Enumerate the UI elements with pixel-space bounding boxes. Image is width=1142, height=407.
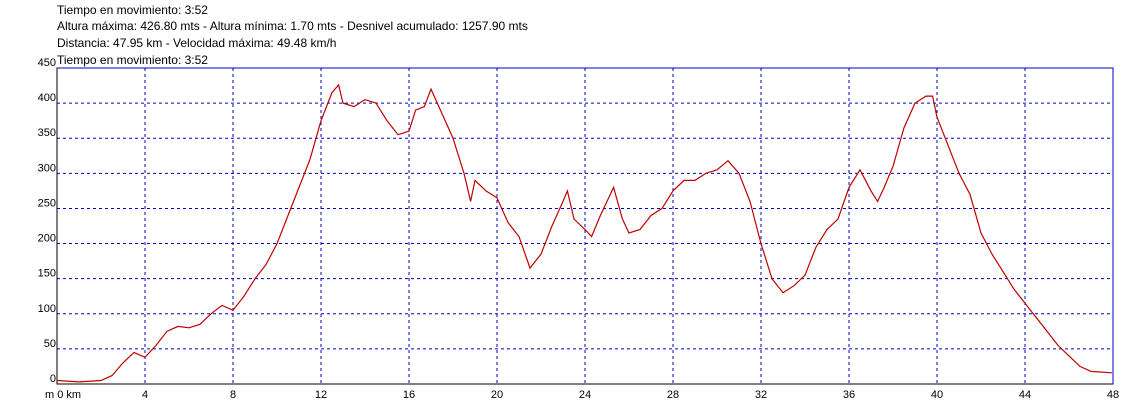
info-line: Tiempo en movimiento: 3:52	[57, 53, 208, 67]
y-tick-label: 150	[38, 268, 56, 280]
x-tick-label: 4	[142, 389, 148, 401]
y-tick-label: 50	[44, 338, 56, 350]
y-tick-label: 300	[38, 162, 56, 174]
y-tick-label: 250	[38, 197, 56, 209]
y-tick-label: 350	[38, 127, 56, 139]
x-tick-label: 24	[579, 389, 591, 401]
x-tick-label: 12	[315, 389, 327, 401]
y-tick-label: 0	[50, 373, 56, 385]
x-tick-label: 44	[1019, 389, 1031, 401]
y-tick-label: 100	[38, 303, 56, 315]
x-tick-label: m 0 km	[45, 389, 81, 401]
x-tick-label: 8	[230, 389, 236, 401]
x-tick-label: 16	[403, 389, 415, 401]
x-tick-label: 48	[1107, 389, 1119, 401]
info-line: Altura máxima: 426.80 mts - Altura mínim…	[57, 19, 528, 33]
x-tick-label: 32	[755, 389, 767, 401]
elevation-line	[56, 83, 1112, 383]
info-line: Distancia: 47.95 km - Velocidad máxima: …	[57, 36, 336, 50]
y-tick-label: 450	[38, 57, 56, 69]
x-tick-label: 36	[843, 389, 855, 401]
x-tick-label: 20	[491, 389, 503, 401]
x-tick-label: 28	[667, 389, 679, 401]
y-tick-label: 200	[38, 233, 56, 245]
y-tick-label: 400	[38, 92, 56, 104]
info-line: Tiempo en movimiento: 3:52	[57, 3, 208, 17]
x-tick-label: 40	[931, 389, 943, 401]
